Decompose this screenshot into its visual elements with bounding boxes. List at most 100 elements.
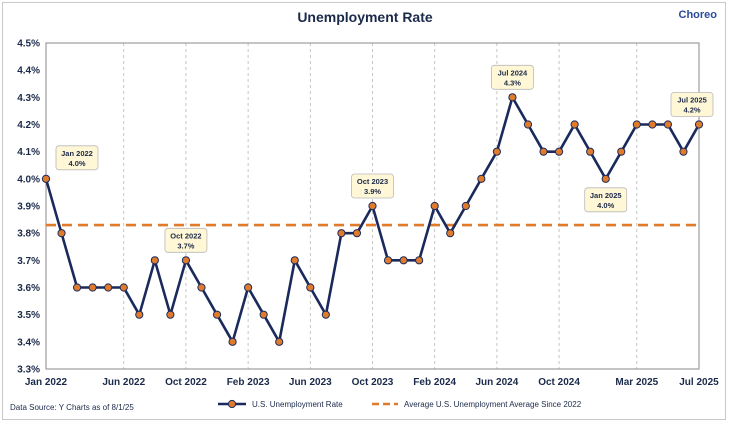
callout-box (351, 173, 394, 199)
y-axis: 4.5% 4.4% 4.3% 4.2% 4.1% 4.0% 3.9% 3.8% 3.7% 3.6%… (17, 39, 40, 376)
y-tick-label: 3.6% (17, 283, 40, 294)
callout-value: 4.0% (597, 201, 614, 210)
x-tick-label: Jun 2023 (289, 377, 332, 388)
data-point (41, 174, 51, 183)
x-tick-label: Oct 2024 (538, 377, 580, 388)
brand-logo: Choreo (679, 9, 718, 21)
data-point (694, 120, 704, 129)
y-tick-label: 4.1% (17, 147, 40, 158)
data-point (290, 256, 299, 265)
x-axis: Jan 2022 Jun 2022 Oct 2022 Feb 2023 Jun 2023… (25, 377, 719, 388)
x-tick-label: Feb 2023 (227, 377, 270, 388)
y-tick-label: 3.8% (17, 229, 40, 240)
data-point (181, 256, 191, 265)
callout-box (164, 227, 208, 253)
callout-value: 4.3% (504, 78, 521, 87)
x-tick-label: Jun 2022 (102, 377, 145, 388)
x-tick-label: Mar 2025 (615, 377, 658, 388)
data-point (228, 337, 237, 346)
callout-value: 3.9% (364, 187, 381, 196)
y-tick-label: 3.5% (17, 310, 40, 321)
y-tick-label: 3.7% (17, 256, 40, 267)
data-point (150, 256, 159, 265)
callout-label: Jan 2022 (61, 149, 93, 158)
data-point (679, 147, 688, 156)
callout-value: 4.0% (68, 159, 85, 168)
callout-value: 3.7% (177, 241, 194, 250)
data-point (663, 120, 673, 129)
data-point (72, 283, 82, 292)
data-point (492, 147, 501, 156)
unemployment-series (41, 93, 704, 346)
data-point (539, 147, 548, 156)
data-point (275, 337, 284, 346)
callout-box (670, 92, 714, 117)
data-point (648, 120, 657, 129)
data-point (119, 283, 128, 292)
data-source-note: Data Source: Y Charts as of 8/1/25 (10, 403, 134, 412)
x-tick-label: Feb 2024 (413, 377, 456, 388)
data-point (617, 147, 626, 156)
x-tick-label: Oct 2022 (165, 377, 207, 388)
legend: U.S. Unemployment Rate Average U.S. Unem… (218, 399, 582, 409)
data-point (601, 174, 610, 183)
data-point (446, 229, 455, 238)
callout-label: Oct 2022 (170, 231, 201, 240)
y-tick-label: 4.4% (17, 66, 40, 77)
y-tick-label: 3.9% (17, 202, 40, 213)
chart-title: Unemployment Rate (297, 9, 433, 25)
y-tick-label: 3.3% (17, 365, 40, 376)
x-tick-label: Jan 2022 (25, 377, 68, 388)
data-point (352, 229, 362, 238)
data-point (430, 201, 439, 211)
data-point (570, 120, 579, 129)
callout-value: 4.2% (683, 106, 700, 115)
y-tick-label: 4.5% (17, 39, 40, 50)
callout-label: Jan 2025 (590, 191, 622, 200)
data-point (306, 283, 315, 292)
data-point (461, 201, 470, 211)
callout-box (55, 145, 99, 171)
data-point (554, 147, 564, 156)
data-point (632, 120, 641, 129)
data-point (383, 256, 393, 265)
data-point (88, 283, 97, 292)
data-point (523, 120, 533, 129)
callout-label: Oct 2023 (357, 177, 388, 186)
data-point (212, 310, 222, 319)
callout-box (584, 187, 628, 213)
callout-box (491, 64, 534, 90)
legend-label-average: Average U.S. Unemployment Average Since … (404, 400, 582, 409)
data-point (135, 310, 144, 319)
y-tick-label: 4.3% (17, 93, 40, 104)
x-tick-label: Oct 2023 (352, 377, 394, 388)
y-tick-label: 4.0% (17, 174, 40, 185)
y-tick-label: 3.4% (17, 337, 40, 348)
x-tick-label: Jul 2025 (679, 377, 719, 388)
callout-label: Jul 2025 (677, 96, 707, 105)
data-point (197, 283, 206, 292)
data-point (57, 229, 66, 238)
data-point (368, 201, 377, 211)
legend-label-unemployment: U.S. Unemployment Rate (252, 400, 343, 409)
plot-area (45, 42, 700, 370)
data-point (508, 93, 517, 102)
data-point (399, 256, 408, 265)
data-point (321, 310, 330, 319)
data-point (259, 310, 268, 319)
data-point (104, 283, 113, 292)
data-point (477, 174, 486, 183)
data-point (337, 229, 346, 238)
x-tick-label: Jun 2024 (475, 377, 518, 388)
callout-label: Jul 2024 (498, 68, 528, 77)
data-point (586, 147, 595, 156)
data-point (166, 310, 175, 319)
